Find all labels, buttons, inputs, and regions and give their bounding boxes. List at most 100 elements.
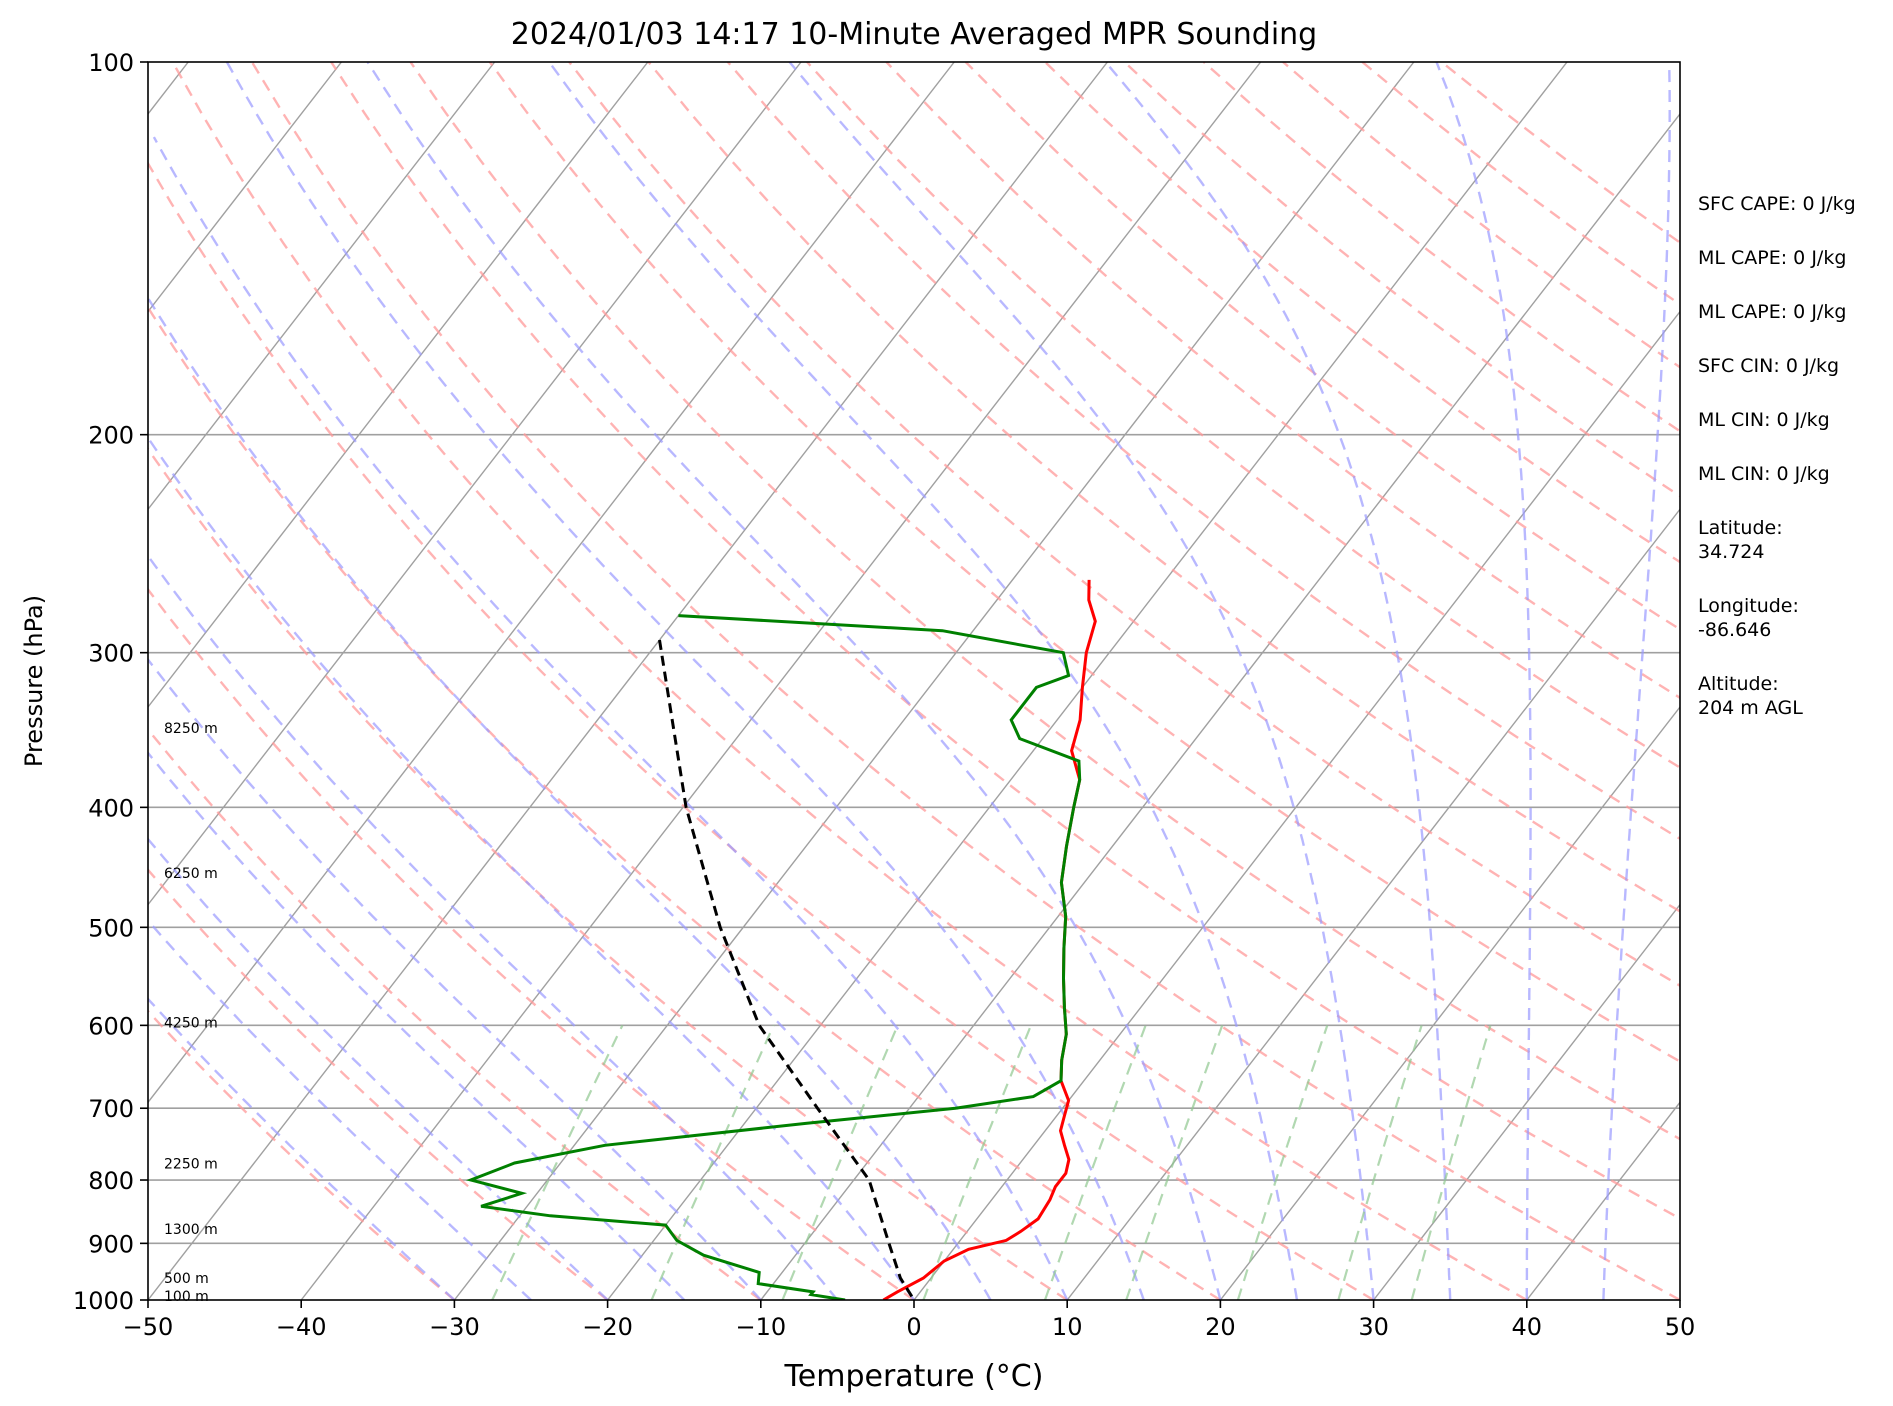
dry-adiabat-line <box>488 62 1680 1063</box>
info-value: 34.724 <box>1698 541 1764 563</box>
dry-adiabat-line <box>148 305 1222 1300</box>
dry-adiabat-line <box>148 868 609 1300</box>
y-tick-label: 400 <box>88 794 134 822</box>
moist-adiabat-line <box>225 62 1145 1300</box>
moist-adiabat-line <box>148 997 456 1300</box>
y-tick-label: 300 <box>88 640 134 668</box>
moist-adiabat-line <box>548 62 1299 1300</box>
isotherm-line <box>300 62 1262 1300</box>
parcel-line <box>658 639 916 1300</box>
dry-adiabat-line <box>250 62 1680 1300</box>
info-label: Latitude: <box>1698 517 1783 539</box>
info-value: -86.646 <box>1698 619 1771 641</box>
isotherm-line <box>148 62 496 511</box>
x-tick-label: −30 <box>429 1313 480 1341</box>
isotherm-line <box>148 62 649 709</box>
height-label: 1300 m <box>164 1222 218 1238</box>
dry-adiabat-line <box>568 62 1680 988</box>
plot-area <box>148 62 1680 1300</box>
x-tick-label: 30 <box>1358 1313 1389 1341</box>
dry-adiabat-line <box>330 62 1680 1220</box>
y-tick-label: 700 <box>88 1095 134 1123</box>
x-tick-label: −40 <box>276 1313 327 1341</box>
info-label: Altitude: <box>1698 673 1779 695</box>
isotherm-line <box>1066 508 1680 1300</box>
mixing-ratio-line <box>491 1024 624 1300</box>
height-labels: 8250 m 6250 m 4250 m 2250 m 1300 m 500 m 100 m <box>164 721 218 1305</box>
info-label: Longitude: <box>1698 595 1799 617</box>
sounding-series <box>465 579 1097 1300</box>
moist-adiabat-line <box>148 295 992 1300</box>
mixing-ratio-line <box>1125 1025 1224 1300</box>
y-tick-label: 200 <box>88 422 134 450</box>
mixing-ratio-line <box>1410 1025 1492 1300</box>
isotherm-line <box>1373 903 1680 1300</box>
isotherm-line <box>1219 705 1680 1300</box>
isotherm-line <box>148 62 802 906</box>
moist-adiabat-line <box>1104 62 1452 1300</box>
isotherm-line <box>148 62 1109 1300</box>
moist-adiabat-line <box>148 657 762 1300</box>
isotherm-line <box>607 62 1568 1300</box>
y-tick-label: 100 <box>88 49 134 77</box>
mixing-ratio-line <box>650 1024 775 1300</box>
mixing-ratio-line <box>922 1024 1032 1300</box>
moist-adiabat-line <box>148 553 839 1300</box>
isotherm-line <box>913 310 1680 1300</box>
info-label: ML CIN: 0 J/kg <box>1698 463 1830 485</box>
isotherm-line <box>760 112 1680 1300</box>
x-tick-label: 0 <box>906 1313 921 1341</box>
plot-frame <box>147 61 1681 1301</box>
y-tick-label: 1000 <box>73 1287 134 1315</box>
isotherm-line <box>148 62 343 313</box>
dry-adiabat-lines <box>148 62 1680 1300</box>
x-axis-title: Temperature (°C) <box>784 1359 1044 1394</box>
height-label: 4250 m <box>164 1016 218 1032</box>
x-tick-label: 10 <box>1052 1313 1083 1341</box>
moist-adiabat-line <box>1602 62 1671 1300</box>
sounding-info-panel: SFC CAPE: 0 J/kg ML CAPE: 0 J/kg ML CAPE: … <box>1698 193 1856 719</box>
moist-adiabat-line <box>148 751 686 1300</box>
y-axis-title: Pressure (hPa) <box>20 595 48 767</box>
y-axis-ticks: 100 200 300 400 500 600 700 800 900 1000 <box>73 49 148 1315</box>
info-label: ML CIN: 0 J/kg <box>1698 409 1830 431</box>
isotherm-line <box>453 62 1415 1300</box>
chart-title: 2024/01/03 14:17 10-Minute Averaged MPR … <box>511 17 1317 52</box>
dry-adiabat-line <box>148 446 1068 1300</box>
info-label: SFC CIN: 0 J/kg <box>1698 355 1839 377</box>
dry-adiabat-line <box>148 727 762 1300</box>
dry-adiabat-line <box>148 161 1375 1300</box>
info-label: SFC CAPE: 0 J/kg <box>1698 193 1856 215</box>
moist-adiabat-lines <box>148 62 1671 1300</box>
y-tick-label: 600 <box>88 1012 134 1040</box>
moist-adiabat-line <box>148 918 532 1300</box>
moist-adiabat-line <box>148 435 915 1300</box>
mixing-ratio-line <box>781 1024 899 1300</box>
dry-adiabat-line <box>806 62 1680 770</box>
dry-adiabat-line <box>171 62 1528 1300</box>
x-tick-label: 20 <box>1205 1313 1236 1341</box>
x-tick-label: −10 <box>735 1313 786 1341</box>
x-tick-label: 40 <box>1512 1313 1543 1341</box>
info-label: ML CAPE: 0 J/kg <box>1698 301 1846 323</box>
mixing-ratio-line <box>1337 1025 1423 1300</box>
dewpoint-line <box>465 614 1082 1300</box>
dry-adiabat-line <box>148 587 915 1300</box>
mixing-ratio-line <box>1043 1025 1147 1300</box>
height-label: 8250 m <box>164 721 218 737</box>
height-label: 500 m <box>164 1271 209 1287</box>
dry-adiabat-line <box>409 62 1680 1141</box>
dry-adiabat-line <box>885 62 1680 700</box>
x-tick-label: −50 <box>123 1313 174 1341</box>
moist-adiabat-line <box>366 62 1222 1300</box>
x-tick-label: 50 <box>1665 1313 1696 1341</box>
height-label: 2250 m <box>164 1157 218 1173</box>
y-tick-label: 500 <box>88 914 134 942</box>
moist-adiabat-line <box>152 136 1069 1300</box>
moist-adiabat-line <box>1435 62 1532 1300</box>
y-tick-label: 800 <box>88 1167 134 1195</box>
isotherm-line <box>148 62 955 1104</box>
x-axis-ticks: −50 −40 −30 −20 −10 0 10 20 30 40 50 <box>123 1300 1696 1341</box>
y-tick-label: 900 <box>88 1230 134 1258</box>
